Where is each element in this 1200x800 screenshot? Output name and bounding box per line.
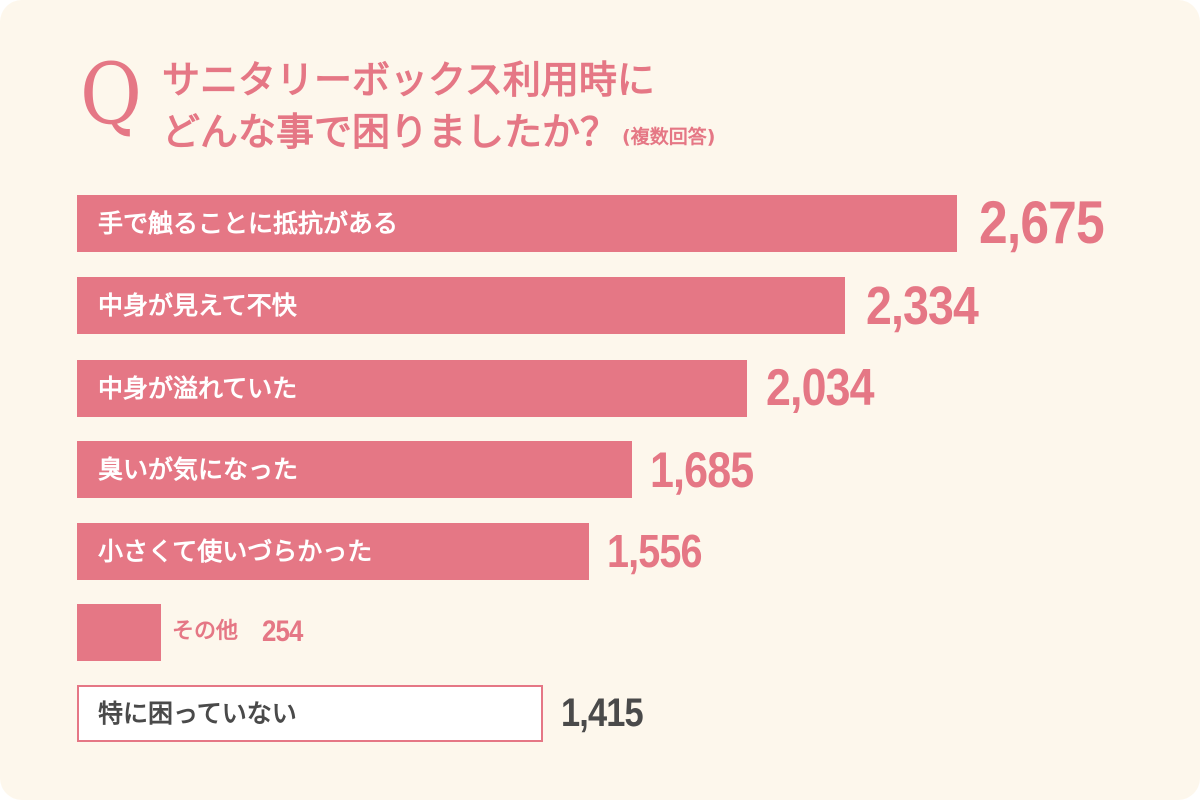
title-line-2: どんな事で困りましたか？ (複数回答): [162, 106, 715, 163]
bar-too-small: 小さくて使いづらかった: [77, 523, 589, 580]
bar-label: 中身が溢れていた: [98, 374, 298, 403]
bar-label: 手で触ることに抵抗がある: [98, 209, 399, 238]
bar-other-label: その他: [172, 619, 239, 644]
chart-title: サニタリーボックス利用時に どんな事で困りましたか？ (複数回答): [162, 54, 715, 163]
title-line-2-text: どんな事で困りましたか？: [162, 110, 619, 154]
bar-label: 小さくて使いづらかった: [98, 537, 373, 566]
bar-overflowing: 中身が溢れていた: [77, 360, 747, 417]
bar-label: 中身が見えて不快: [98, 291, 297, 320]
bar-label: 特に困っていない: [98, 699, 297, 728]
bar-value: 2,034: [766, 359, 874, 417]
bar-value: 1,556: [607, 525, 703, 577]
bar-contents-visible: 中身が見えて不快: [77, 277, 845, 334]
bar-value: 1,685: [650, 442, 754, 498]
bar-value: 2,675: [979, 189, 1105, 256]
bar-other: [77, 604, 161, 661]
title-line-1: サニタリーボックス利用時に: [162, 58, 655, 102]
bar-touch-resistance: 手で触ることに抵抗がある: [77, 195, 957, 252]
bar-odor: 臭いが気になった: [77, 441, 632, 498]
question-mark-q: Q: [80, 45, 142, 143]
bar-value: 254: [262, 615, 303, 648]
bar-value: 1,415: [561, 691, 644, 735]
bar-value: 2,334: [866, 276, 979, 336]
bar-no-problem: 特に困っていない: [77, 685, 543, 742]
title-note: (複数回答): [622, 126, 716, 148]
bar-label: 臭いが気になった: [98, 455, 299, 484]
